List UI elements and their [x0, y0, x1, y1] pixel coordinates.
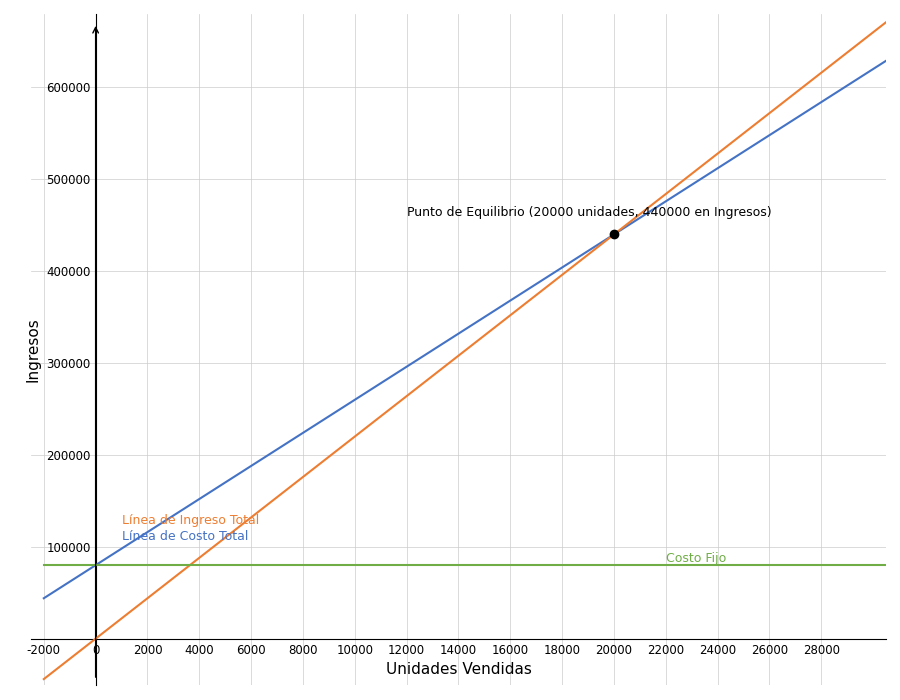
- Text: Línea de Ingreso Total: Línea de Ingreso Total: [122, 514, 259, 527]
- Text: Costo Fijo: Costo Fijo: [666, 552, 726, 566]
- X-axis label: Unidades Vendidas: Unidades Vendidas: [385, 662, 531, 677]
- Text: Punto de Equilibrio (20000 unidades, 440000 en Ingresos): Punto de Equilibrio (20000 unidades, 440…: [407, 206, 771, 219]
- Y-axis label: Ingresos: Ingresos: [26, 317, 40, 382]
- Text: Línea de Costo Total: Línea de Costo Total: [122, 531, 248, 543]
